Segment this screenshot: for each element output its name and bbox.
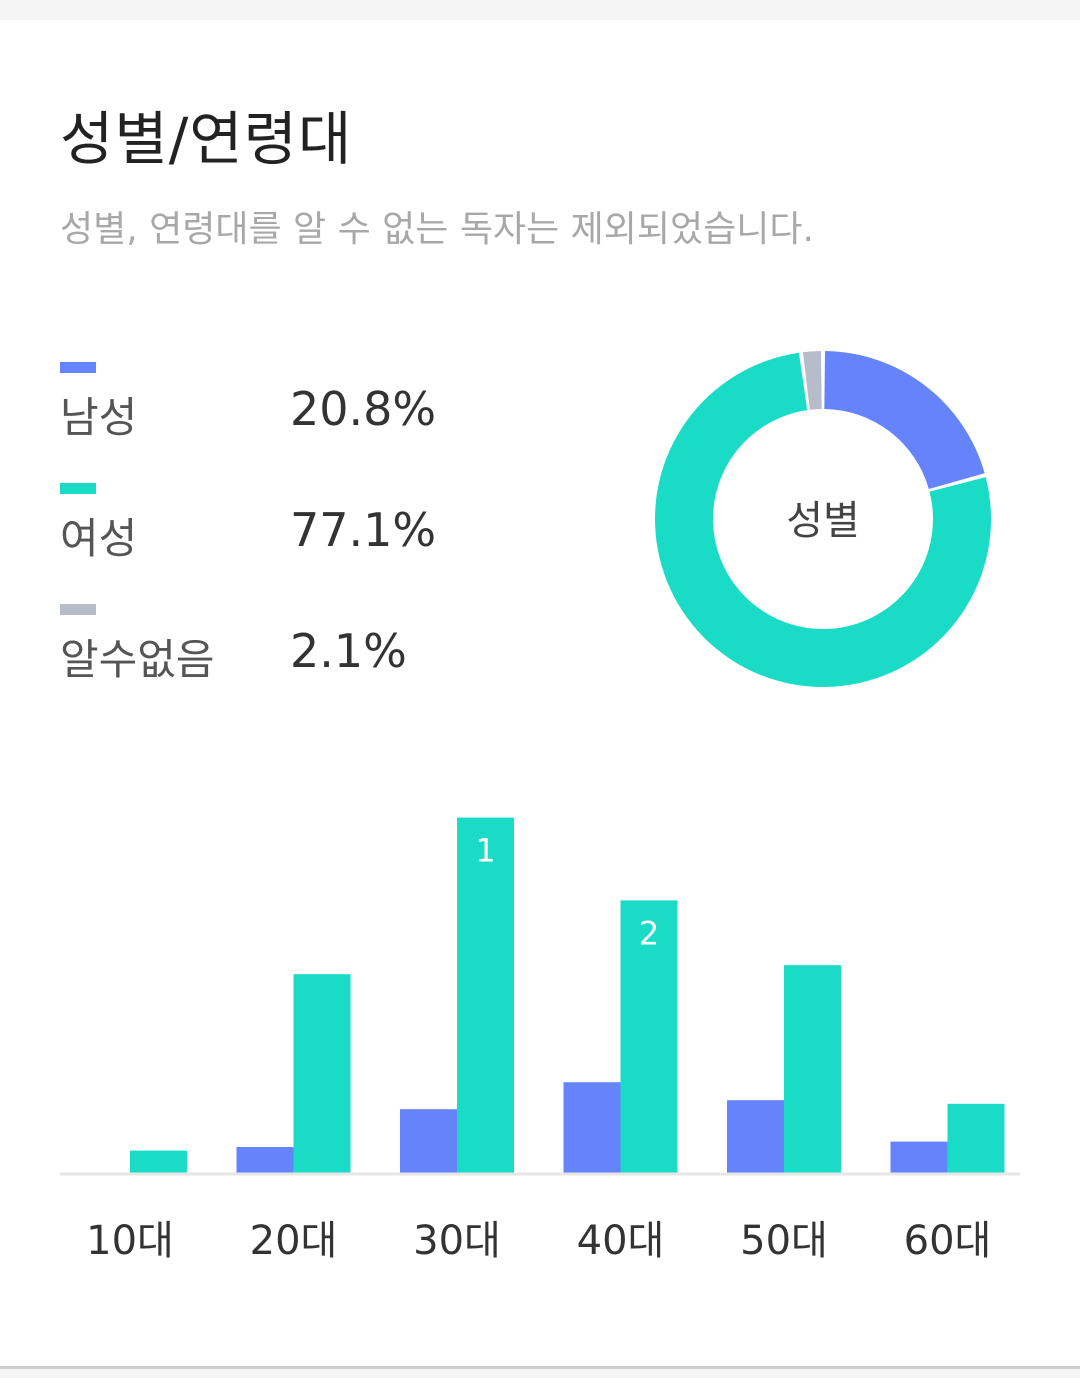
legend-label: 남성 [60, 393, 138, 442]
age-bar-chart: 10대 20대 30대 40대 50대 60대 1 2 [60, 817, 1020, 1264]
legend-label: 알수없음 [60, 635, 215, 684]
section-title: 성별/연령대 [60, 105, 353, 173]
donut-slice-3 [802, 351, 822, 410]
bar-male-3 [400, 1109, 457, 1174]
bar-male-4 [563, 1082, 621, 1174]
x-tick-label: 30대 [413, 1218, 501, 1264]
donut-slice-2 [655, 352, 991, 687]
legend-value: 77.1% [290, 503, 437, 557]
legend-value: 2.1% [290, 624, 407, 678]
bar-female-3 [457, 817, 514, 1174]
bar-male-5 [727, 1100, 784, 1174]
bar-male-2 [236, 1147, 294, 1174]
legend-swatch-male [60, 362, 96, 373]
x-tick-label: 40대 [577, 1218, 665, 1264]
bar-female-5 [784, 965, 841, 1174]
card-bottom-divider [0, 1366, 1080, 1369]
x-tick-label: 10대 [86, 1218, 174, 1264]
legend-item-unknown: 알수없음 2.1% [60, 604, 480, 694]
x-tick-label: 60대 [904, 1218, 992, 1264]
bar-female-2 [293, 974, 351, 1174]
legend-value: 20.8% [290, 382, 437, 436]
legend-swatch-unknown [60, 604, 96, 615]
bar-female-6 [947, 1103, 1005, 1174]
bar-male-6 [890, 1141, 948, 1174]
gender-donut-chart: 성별 [655, 351, 991, 687]
rank-label: 2 [639, 914, 659, 952]
legend-item-male: 남성 20.8% [60, 362, 480, 452]
x-tick-label: 20대 [250, 1218, 338, 1264]
legend-item-female: 여성 77.1% [60, 483, 480, 573]
x-tick-label: 50대 [740, 1218, 828, 1264]
legend-label: 여성 [60, 514, 138, 563]
section-subtitle: 성별, 연령대를 알 수 없는 독자는 제외되었습니다. [60, 209, 814, 250]
bar-female-4 [620, 900, 678, 1174]
bar-female-1 [130, 1150, 187, 1174]
rank-label: 1 [475, 832, 495, 870]
donut-slice-1 [824, 351, 985, 490]
donut-center-label: 성별 [786, 498, 860, 544]
legend-swatch-female [60, 483, 96, 494]
